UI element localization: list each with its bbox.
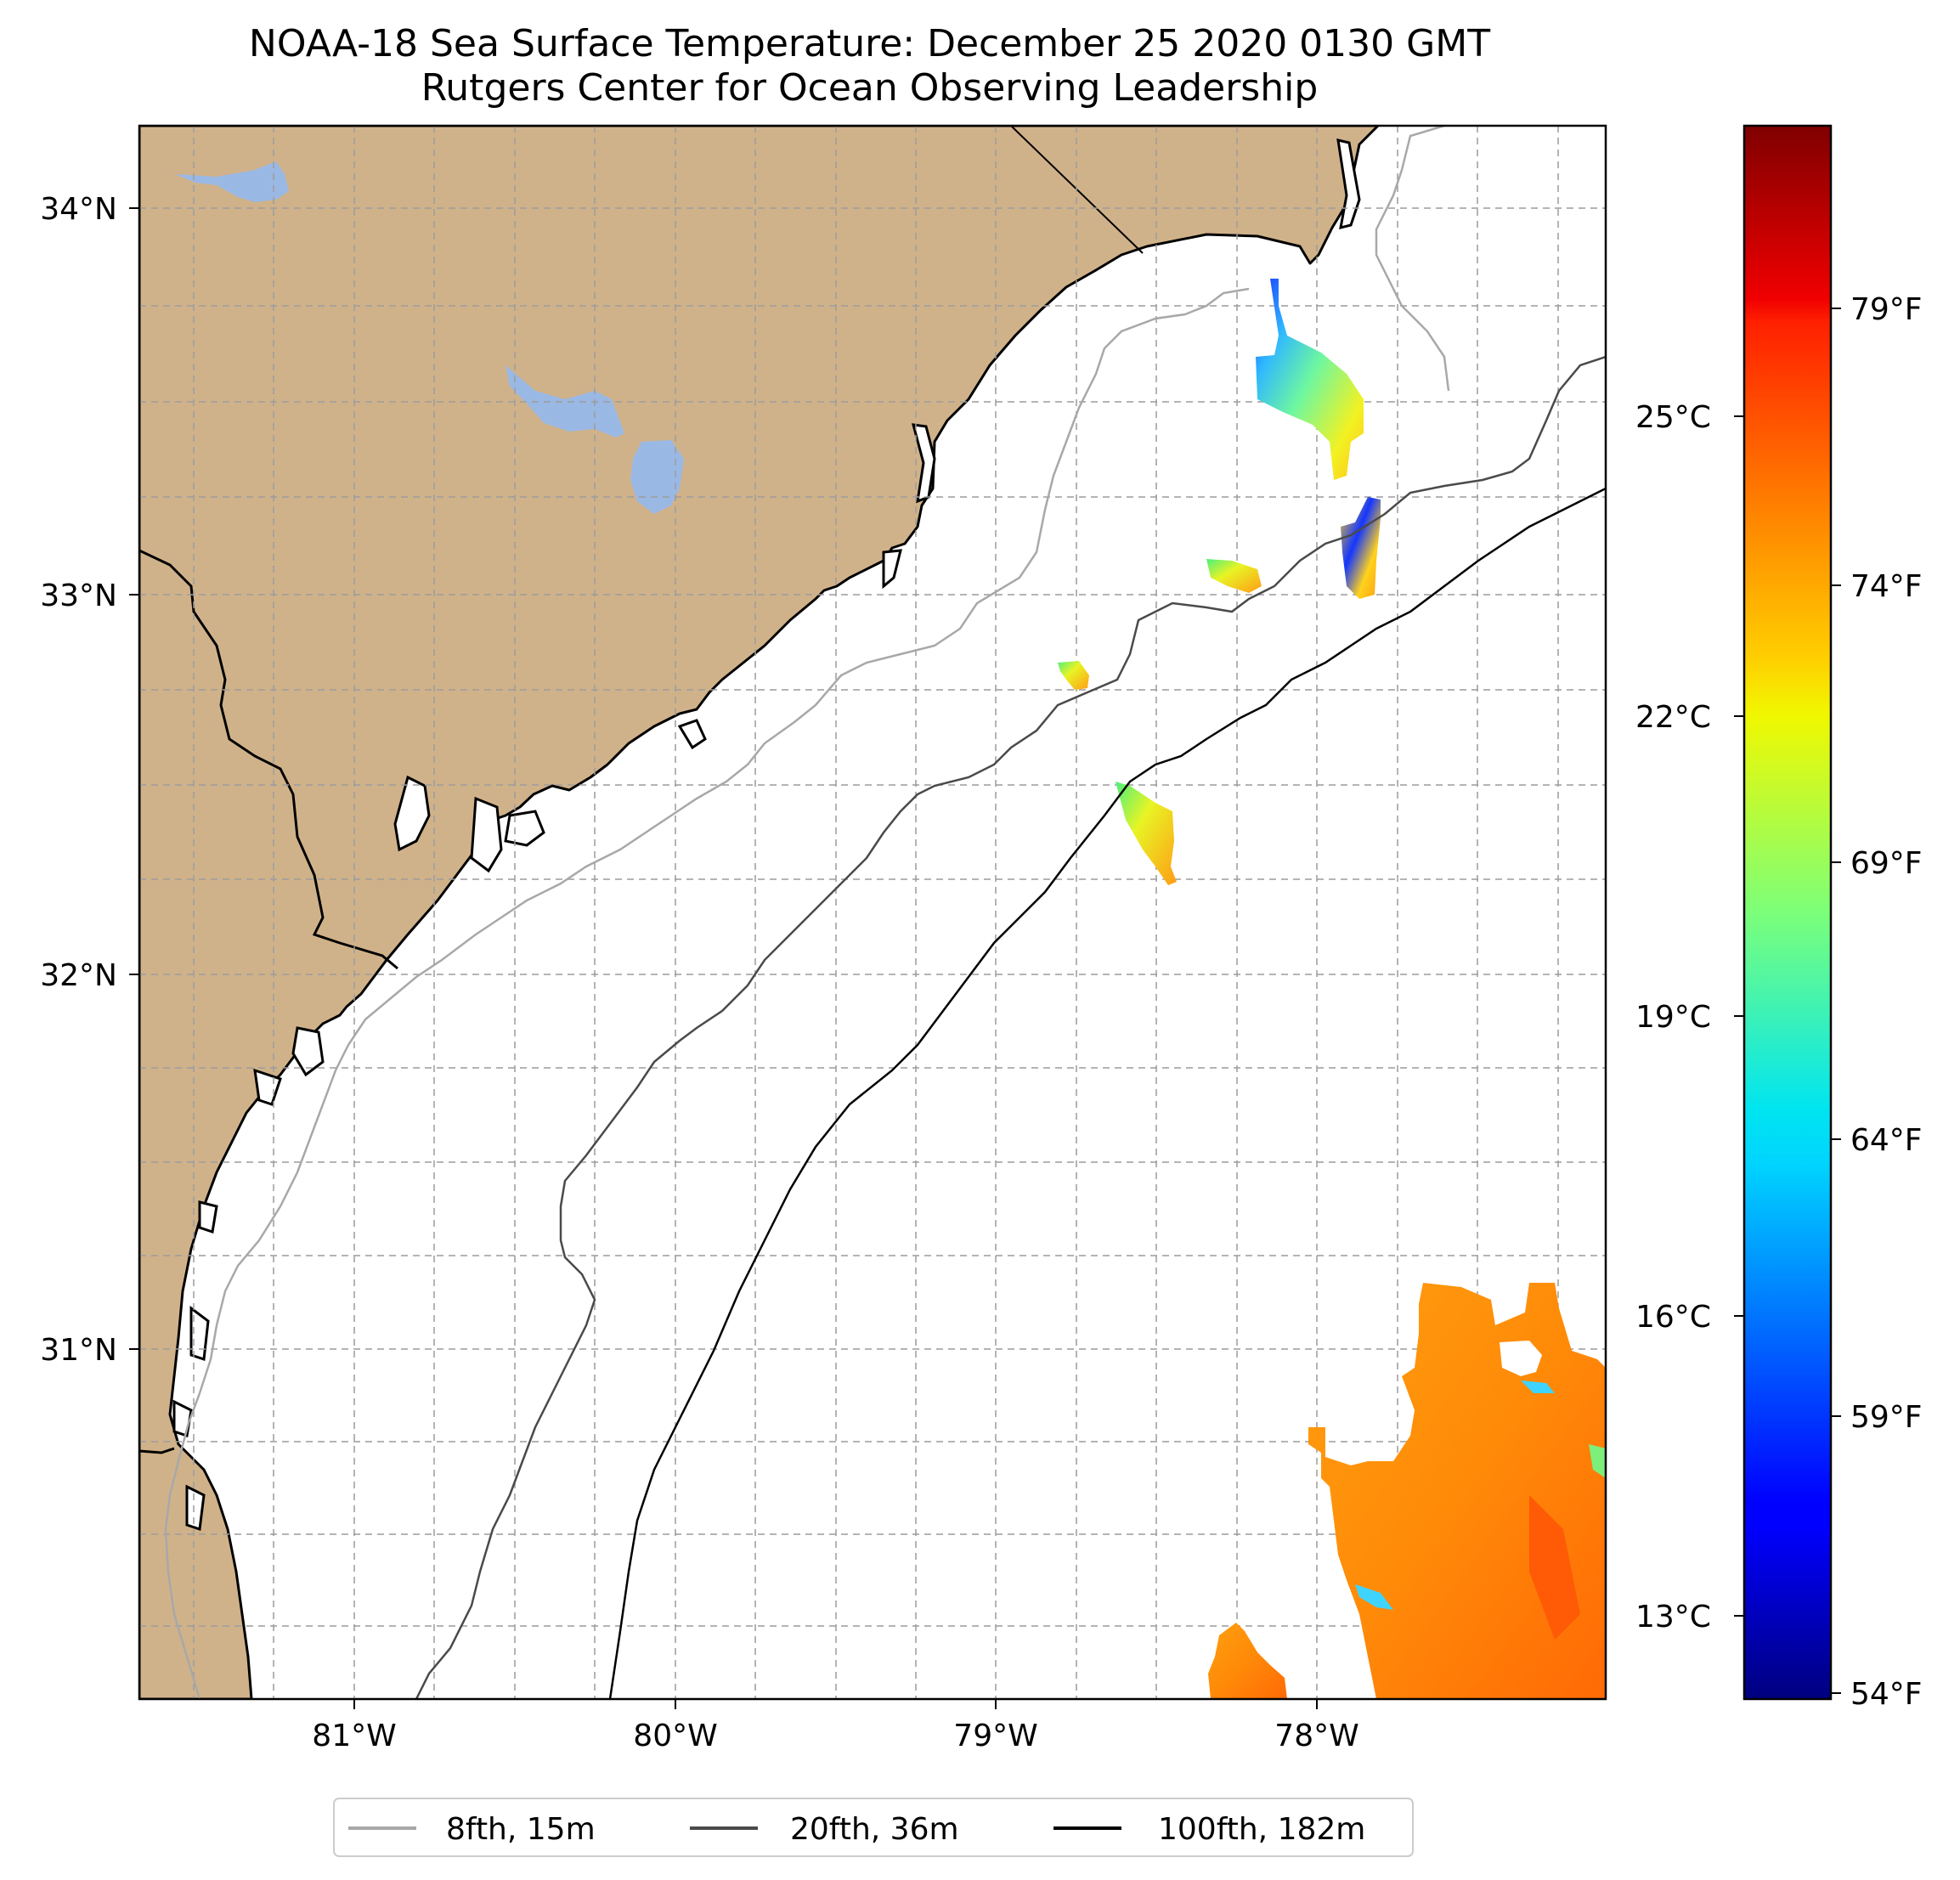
cb-f-59: 59°F [1850, 1400, 1923, 1435]
sst-patch-small [1058, 661, 1089, 690]
cb-f-69: 69°F [1850, 846, 1923, 881]
ga-fl-border [139, 1447, 175, 1454]
lat-axis [129, 207, 139, 1350]
cb-c-25: 25°C [1635, 400, 1711, 435]
map-frame [138, 124, 1607, 1701]
cb-f-74: 74°F [1850, 569, 1923, 604]
legend-label-20fth: 20fth, 36m [790, 1812, 959, 1847]
isobath-8fth [164, 126, 1450, 1699]
sst-patch-south-small [1208, 1623, 1287, 1699]
lon-axis [353, 1699, 1318, 1709]
map-subtitle: Rutgers Center for Ocean Observing Leade… [421, 66, 1319, 110]
lon-label-80: 80°W [633, 1719, 717, 1753]
map-area[interactable] [139, 126, 1606, 1699]
lake-moultrie [506, 365, 624, 438]
land [139, 126, 1380, 1699]
lat-label-34: 34°N [40, 192, 117, 227]
sst-patch-south [1116, 782, 1177, 885]
lon-label-79: 79°W [953, 1719, 1037, 1753]
isobath-100fth [608, 487, 1606, 1699]
sst-patch-gulfstream-hole [1500, 1341, 1542, 1376]
cb-c-22: 22°C [1635, 700, 1711, 735]
colorbar [1734, 124, 1841, 1701]
sst-patch-mid [1206, 559, 1262, 593]
lat-label-32: 32°N [40, 958, 117, 993]
cb-f-54: 54°F [1850, 1677, 1923, 1712]
lake-moultrie-2 [630, 440, 684, 514]
lon-label-78: 78°W [1274, 1719, 1358, 1753]
lon-label-81: 81°W [312, 1719, 396, 1753]
coastal-inlets [172, 138, 1361, 1532]
legend-box [333, 1798, 1414, 1857]
legend: 8fth, 15m 20fth, 36m 100fth, 182m [333, 1798, 1414, 1857]
cb-f-64: 64°F [1850, 1123, 1923, 1158]
colorbar-gradient [1743, 124, 1833, 1701]
lat-label-31: 31°N [40, 1333, 117, 1368]
cb-f-79: 79°F [1850, 292, 1923, 327]
lat-label-33: 33°N [40, 579, 117, 613]
legend-label-8fth: 8fth, 15m [446, 1812, 596, 1847]
gridlines [139, 126, 1606, 1699]
legend-label-100fth: 100fth, 182m [1158, 1812, 1365, 1847]
cb-c-16: 16°C [1635, 1300, 1711, 1335]
isobath-20fth [415, 355, 1606, 1699]
lake-marion [175, 161, 289, 202]
sst-patch-north [1256, 279, 1364, 480]
cb-c-13: 13°C [1635, 1600, 1711, 1634]
cb-c-19: 19°C [1635, 1000, 1711, 1035]
map-title: NOAA-18 Sea Surface Temperature: Decembe… [248, 22, 1491, 65]
